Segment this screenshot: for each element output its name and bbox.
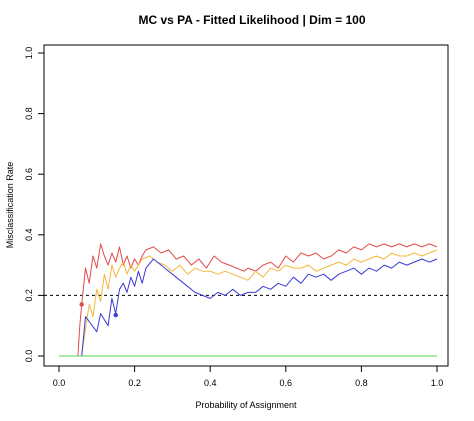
x-tick-label: 1.0 [431, 378, 444, 388]
y-axis-label: Misclassification Rate [5, 162, 15, 249]
y-tick-label: 0.0 [24, 350, 34, 363]
y-tick-label: 0.2 [24, 289, 34, 302]
plot-frame [43, 44, 449, 367]
x-tick-label: 0.4 [204, 378, 217, 388]
series-layer [59, 243, 438, 357]
chart-title: MC vs PA - Fitted Likelihood | Dim = 100 [138, 13, 365, 27]
x-tick-label: 0.6 [280, 378, 293, 388]
x-axis-label: Probability of Assignment [195, 400, 297, 410]
x-tick-label: 0.2 [128, 378, 141, 388]
x-tick-label: 0.8 [355, 378, 368, 388]
y-axis: 0.0 0.2 0.4 0.6 0.8 1.0 [24, 47, 45, 363]
series-line-2 [59, 258, 438, 357]
series-marker-2 [113, 312, 118, 318]
series-line-1 [59, 249, 438, 357]
y-tick-label: 0.6 [24, 168, 34, 181]
series-line-0 [59, 243, 438, 357]
y-tick-label: 0.8 [24, 107, 34, 120]
series-marker-0 [79, 302, 84, 307]
x-axis: 0.0 0.2 0.4 0.6 0.8 1.0 [53, 365, 444, 388]
y-tick-label: 0.4 [24, 229, 34, 242]
x-tick-label: 0.0 [53, 378, 66, 388]
y-tick-label: 1.0 [24, 47, 34, 60]
